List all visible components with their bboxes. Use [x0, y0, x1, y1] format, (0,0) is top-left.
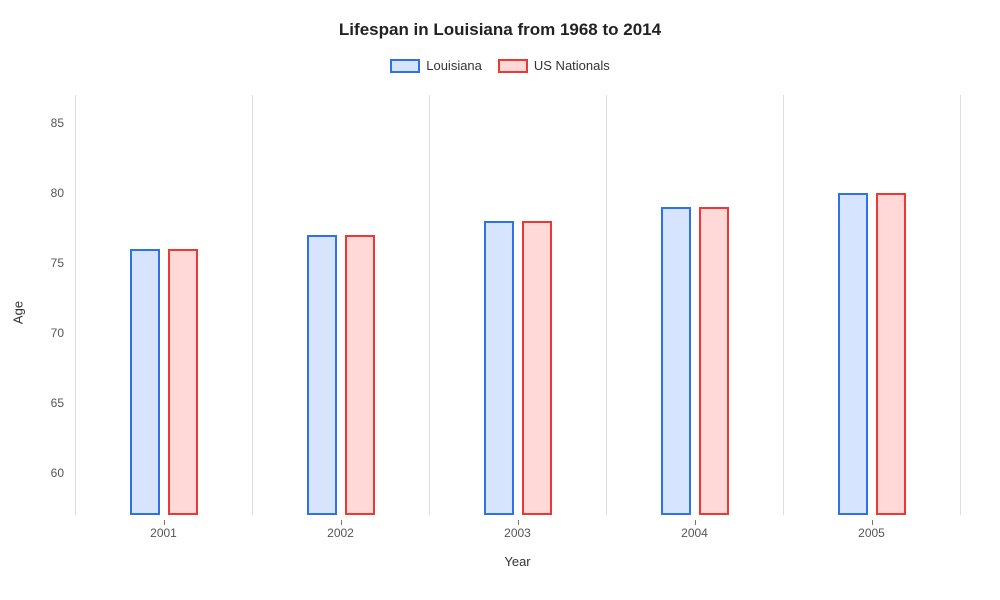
legend-swatch-louisiana — [390, 59, 420, 73]
grid-line — [783, 95, 784, 515]
x-tick-mark — [518, 520, 519, 525]
chart-title: Lifespan in Louisiana from 1968 to 2014 — [0, 20, 1000, 40]
bar-louisiana — [130, 249, 160, 515]
y-tick: 75 — [14, 256, 64, 270]
grid-line — [252, 95, 253, 515]
legend-label-us-nationals: US Nationals — [534, 58, 610, 73]
x-tick-mark — [872, 520, 873, 525]
bar-louisiana — [838, 193, 868, 515]
grid-line — [606, 95, 607, 515]
y-tick: 80 — [14, 186, 64, 200]
x-tick-mark — [164, 520, 165, 525]
y-tick: 85 — [14, 116, 64, 130]
x-tick-mark — [695, 520, 696, 525]
grid-line — [75, 95, 76, 515]
legend-label-louisiana: Louisiana — [426, 58, 482, 73]
y-tick: 65 — [14, 396, 64, 410]
legend-item-louisiana: Louisiana — [390, 58, 482, 73]
x-tick-label: 2002 — [327, 526, 354, 540]
plot-area — [75, 95, 960, 515]
legend-swatch-us-nationals — [498, 59, 528, 73]
legend-item-us-nationals: US Nationals — [498, 58, 610, 73]
y-tick: 70 — [14, 326, 64, 340]
x-tick-label: 2005 — [858, 526, 885, 540]
x-axis-label: Year — [504, 554, 530, 569]
x-tick-label: 2001 — [150, 526, 177, 540]
bar-louisiana — [484, 221, 514, 515]
bar-louisiana — [307, 235, 337, 515]
x-axis: Year 2001 2002 2003 2004 2005 — [75, 520, 960, 580]
x-tick-mark — [341, 520, 342, 525]
x-tick-label: 2004 — [681, 526, 708, 540]
bar-us-nationals — [699, 207, 729, 515]
bar-us-nationals — [345, 235, 375, 515]
grid-line — [429, 95, 430, 515]
legend: Louisiana US Nationals — [0, 58, 1000, 73]
x-tick-label: 2003 — [504, 526, 531, 540]
y-axis-label: Age — [11, 301, 26, 324]
grid-line — [960, 95, 961, 515]
bar-us-nationals — [522, 221, 552, 515]
bar-us-nationals — [876, 193, 906, 515]
chart-container: Lifespan in Louisiana from 1968 to 2014 … — [0, 0, 1000, 600]
y-tick: 60 — [14, 466, 64, 480]
bar-louisiana — [661, 207, 691, 515]
bar-us-nationals — [168, 249, 198, 515]
